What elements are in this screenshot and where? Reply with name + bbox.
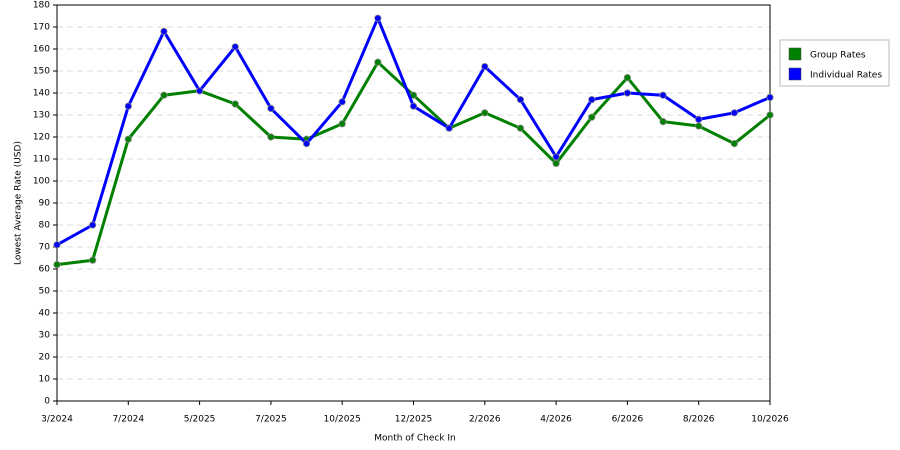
y-tick-label: 160 [33,45,50,55]
data-point [695,115,703,124]
y-tick-label: 30 [39,331,51,341]
x-tick-label: 6/2026 [612,415,644,425]
data-point [231,43,239,51]
data-point [695,122,703,130]
x-tick-label: 4/2026 [540,415,572,425]
data-point [730,109,738,117]
y-tick-label: 60 [39,265,51,275]
x-tick-label: 5/2025 [184,415,216,425]
data-point [53,241,61,249]
data-point [338,120,346,128]
data-point [124,102,132,110]
plot-frame [56,4,771,402]
y-tick-label: 90 [39,199,51,209]
data-point [516,124,525,132]
y-tick-label: 100 [33,177,50,187]
y-tick-label: 180 [33,1,50,11]
data-point [623,89,632,97]
data-point [338,98,346,106]
x-tick-label: 3/2024 [41,415,73,425]
data-point [89,256,97,264]
y-tick-label: 120 [33,133,50,143]
data-point [160,91,168,99]
data-point [552,153,560,161]
y-tick-label: 130 [33,111,50,121]
data-point [409,102,418,110]
data-point [659,118,667,126]
legend-swatch [788,67,802,81]
y-tick-label: 50 [39,287,51,297]
data-point [766,93,774,102]
y-tick-label: 170 [33,23,50,33]
data-point [659,91,667,99]
y-tick-label: 150 [33,67,50,77]
y-tick-label: 20 [39,353,51,363]
y-tick-label: 70 [39,243,51,253]
data-point [588,96,596,104]
data-point [552,159,560,167]
data-point [160,27,168,35]
data-point [623,74,632,82]
series-line [56,16,771,247]
y-tick-label: 140 [33,89,50,99]
y-axis-label: Lowest Average Rate (USD) [14,141,24,265]
x-axis-label: Month of Check In [374,434,456,444]
data-point [124,135,132,143]
y-tick-label: 0 [44,397,50,407]
x-tick-label: 7/2025 [255,415,287,425]
x-tick-label: 7/2024 [112,415,144,425]
data-point [53,260,61,269]
legend-label: Group Rates [810,51,866,61]
x-tick-label: 2/2026 [469,415,501,425]
y-tick-label: 40 [39,309,51,319]
y-tick-label: 110 [33,155,50,165]
data-point [516,96,525,104]
data-point [730,140,738,148]
data-point [481,109,489,117]
data-point [302,140,311,148]
x-tick-label: 8/2026 [683,415,715,425]
data-point [89,221,97,229]
y-tick-label: 10 [39,375,51,385]
x-tick-label: 10/2026 [751,415,789,425]
data-point [766,111,774,119]
legend-swatch [788,47,802,61]
data-point [267,133,275,141]
data-point [445,124,453,132]
data-point [231,100,239,108]
data-point [196,87,204,95]
data-point [374,58,382,66]
data-point [374,14,382,22]
x-tick-label: 12/2025 [395,415,432,425]
data-point [481,62,489,71]
legend-label: Individual Rates [810,71,882,81]
data-point [267,104,275,113]
x-tick-label: 10/2025 [324,415,361,425]
y-tick-label: 80 [39,221,51,231]
data-point [588,113,596,121]
